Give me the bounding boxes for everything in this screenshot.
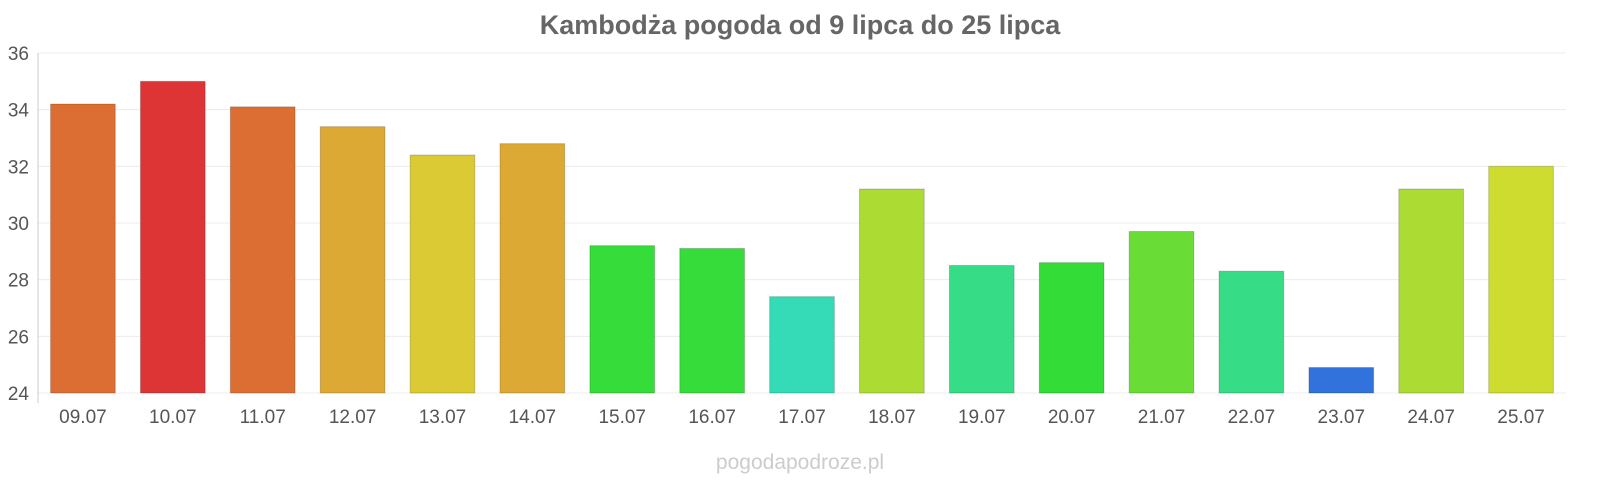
x-tick-label: 17.07 xyxy=(778,407,826,428)
y-tick-label: 26 xyxy=(8,327,29,348)
bar xyxy=(139,80,206,394)
bar xyxy=(50,103,116,394)
bar xyxy=(1308,367,1375,394)
x-tick-label: 25.07 xyxy=(1497,407,1545,428)
bar xyxy=(859,188,925,394)
bar xyxy=(1038,262,1105,394)
x-tick-label: 13.07 xyxy=(419,407,467,428)
bar xyxy=(1128,231,1195,394)
x-tick-label: 20.07 xyxy=(1048,407,1096,428)
watermark-text: pogodapodroze.pl xyxy=(715,451,885,474)
x-tick-label: 18.07 xyxy=(868,407,916,428)
x-tick-label: 15.07 xyxy=(598,407,646,428)
bar xyxy=(679,248,745,394)
y-tick-label: 30 xyxy=(8,214,29,235)
x-tick-label: 24.07 xyxy=(1407,407,1455,428)
bar xyxy=(1488,165,1554,394)
y-tick-label: 34 xyxy=(8,101,30,122)
x-tick-label: 21.07 xyxy=(1138,407,1186,428)
bar xyxy=(319,126,386,394)
x-tick-label: 12.07 xyxy=(329,407,377,428)
y-tick-label: 32 xyxy=(8,157,29,178)
x-tick-label: 10.07 xyxy=(149,407,197,428)
bar xyxy=(499,143,566,394)
y-tick-label: 36 xyxy=(8,44,29,65)
bar xyxy=(948,265,1015,394)
bar xyxy=(229,106,296,394)
bar xyxy=(1218,270,1285,394)
y-tick-label: 24 xyxy=(8,384,30,405)
bar xyxy=(769,296,835,394)
bar xyxy=(589,245,656,394)
x-tick-label: 19.07 xyxy=(958,407,1006,428)
x-tick-label: 22.07 xyxy=(1228,407,1276,428)
bar xyxy=(1398,188,1465,394)
x-tick-label: 16.07 xyxy=(688,407,736,428)
x-tick-label: 09.07 xyxy=(59,407,107,428)
bar xyxy=(409,154,476,394)
x-tick-label: 23.07 xyxy=(1318,407,1366,428)
y-tick-label: 28 xyxy=(8,271,29,292)
chart-title: Kambodża pogoda od 9 lipca do 25 lipca xyxy=(539,10,1061,40)
x-tick-label: 14.07 xyxy=(509,407,557,428)
x-tick-label: 11.07 xyxy=(240,407,286,428)
